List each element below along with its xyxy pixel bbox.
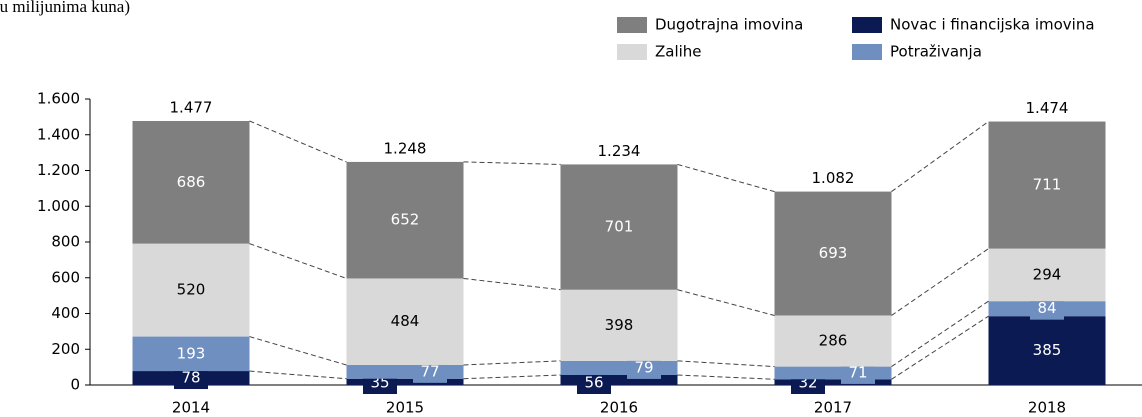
legend-label: Novac i financijska imovina xyxy=(890,16,1095,34)
x-tick-label: 2017 xyxy=(814,399,852,417)
data-label: 693 xyxy=(819,244,848,262)
data-label: 294 xyxy=(1033,265,1062,283)
legend-label: Dugotrajna imovina xyxy=(655,16,803,34)
y-tick-label: 400 xyxy=(51,304,80,322)
y-tick-label: 1.600 xyxy=(37,90,80,108)
total-label: 1.234 xyxy=(598,142,641,160)
bar-segment xyxy=(988,121,1106,249)
legend-label: Potraživanja xyxy=(890,43,982,61)
y-tick-label: 800 xyxy=(51,233,80,251)
data-label: 398 xyxy=(605,316,634,334)
connector xyxy=(677,163,775,193)
connector xyxy=(891,300,989,368)
bar-segment xyxy=(560,164,678,290)
label-box xyxy=(174,367,208,390)
x-tick-label: 2018 xyxy=(1028,399,1066,417)
connector xyxy=(463,161,561,165)
total-label: 1.248 xyxy=(384,139,427,157)
bar-segment xyxy=(132,243,250,337)
y-tick-label: 1.000 xyxy=(37,197,80,215)
data-label: 71 xyxy=(848,363,867,381)
data-label: 193 xyxy=(177,344,206,362)
legend-swatch xyxy=(852,44,882,60)
y-tick-label: 600 xyxy=(51,268,80,286)
bar-segment xyxy=(774,315,892,367)
connector xyxy=(677,374,775,380)
x-tick-label: 2016 xyxy=(600,399,638,417)
y-tick-label: 1.200 xyxy=(37,161,80,179)
connector xyxy=(463,374,561,380)
label-box xyxy=(577,372,611,394)
data-label: 78 xyxy=(181,369,200,387)
connector xyxy=(891,315,989,380)
connector xyxy=(891,121,989,192)
connector xyxy=(677,360,775,368)
data-label: 77 xyxy=(420,362,439,380)
data-label: 56 xyxy=(584,374,603,392)
total-label: 1.082 xyxy=(812,169,855,187)
bar-segment xyxy=(560,374,678,385)
data-label: 84 xyxy=(1037,299,1056,317)
label-box xyxy=(1030,297,1064,320)
data-label: 686 xyxy=(177,173,206,191)
bar-segment xyxy=(774,191,892,316)
label-box xyxy=(627,356,661,379)
bar-segment xyxy=(346,278,464,365)
data-label: 79 xyxy=(634,358,653,376)
connector xyxy=(677,289,775,316)
legend-swatch xyxy=(617,17,647,33)
total-label: 1.477 xyxy=(170,98,213,116)
x-tick-label: 2014 xyxy=(172,399,210,417)
connector xyxy=(249,370,347,380)
bar-segment xyxy=(988,248,1106,302)
label-box xyxy=(413,360,447,383)
bar-segment xyxy=(988,316,1106,385)
data-label: 652 xyxy=(391,211,420,229)
bar-segment xyxy=(346,378,464,385)
bar-segment xyxy=(346,161,464,279)
legend-label: Zalihe xyxy=(655,43,702,61)
total-label: 1.474 xyxy=(1026,99,1069,117)
data-label: 385 xyxy=(1033,341,1062,359)
data-label: 520 xyxy=(177,281,206,299)
unit-label: (u milijunima kuna) xyxy=(0,0,130,16)
data-label: 701 xyxy=(605,218,634,236)
bar-segment xyxy=(560,289,678,361)
data-label: 484 xyxy=(391,312,420,330)
y-tick-label: 200 xyxy=(51,340,80,358)
bar-segment xyxy=(774,379,892,385)
connector xyxy=(249,336,347,366)
bar-segment xyxy=(132,336,250,372)
y-tick-label: 1.400 xyxy=(37,125,80,143)
connector xyxy=(249,120,347,163)
label-box xyxy=(841,361,875,384)
connector xyxy=(249,243,347,279)
data-label: 711 xyxy=(1033,176,1062,194)
legend-swatch xyxy=(852,17,882,33)
legend-swatch xyxy=(617,44,647,60)
connector xyxy=(891,248,989,316)
data-label: 286 xyxy=(819,332,848,350)
connector xyxy=(463,277,561,291)
connector xyxy=(463,360,561,366)
y-tick-label: 0 xyxy=(70,376,80,394)
x-tick-label: 2015 xyxy=(386,399,424,417)
bar-segment xyxy=(132,120,250,244)
